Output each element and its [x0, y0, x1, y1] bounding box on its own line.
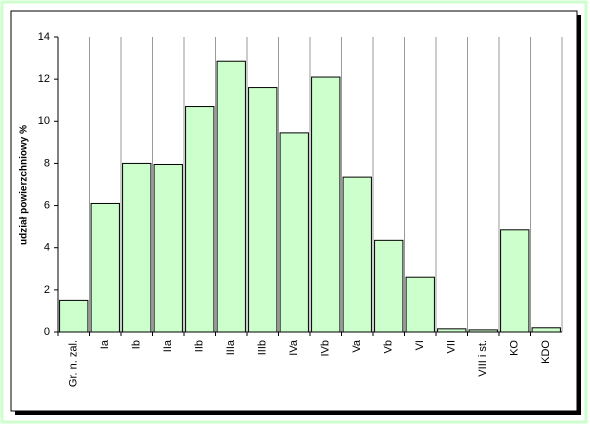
x-tick-label: Ib — [131, 340, 143, 349]
bar — [122, 162, 152, 333]
x-tick-label: Gr. n. zal. — [68, 340, 80, 387]
bar — [500, 229, 530, 333]
x-tick-label: KO — [509, 340, 521, 356]
x-tick-label: VIII i st. — [477, 340, 489, 377]
x-tick-label: Ia — [99, 339, 111, 349]
y-tick-label: 6 — [44, 199, 50, 211]
x-tick-label: Va — [351, 339, 363, 353]
bar — [248, 87, 278, 333]
y-axis-label: udział powierzchniowy % — [19, 125, 30, 245]
bar — [59, 299, 89, 333]
bar — [185, 106, 215, 333]
y-tick-label: 10 — [38, 115, 50, 127]
bar — [374, 239, 404, 333]
y-tick-label: 12 — [38, 73, 50, 85]
x-tick-label: IIIa — [225, 339, 237, 355]
x-tick-label: VII — [446, 340, 458, 353]
x-tick-label: VI — [414, 340, 426, 350]
y-tick-label: 0 — [44, 326, 50, 338]
x-tick-label: IVb — [320, 340, 332, 357]
y-tick-label: 14 — [38, 31, 50, 43]
bar — [342, 176, 372, 333]
x-tick-label: IIIb — [257, 340, 269, 355]
x-tick-label: IVa — [288, 339, 300, 356]
y-tick-label: 4 — [44, 242, 50, 254]
bar — [216, 60, 246, 333]
y-tick-label: 2 — [44, 284, 50, 296]
bar — [279, 132, 309, 333]
bar — [90, 202, 120, 333]
x-tick-label: KDO — [540, 340, 552, 364]
y-tick-label: 8 — [44, 157, 50, 169]
x-tick-label: Vb — [383, 340, 395, 353]
bar — [311, 76, 341, 333]
x-tick-label: IIa — [162, 339, 174, 352]
bar — [531, 327, 561, 333]
bar — [153, 163, 183, 333]
bar — [405, 276, 435, 333]
x-tick-label: IIb — [194, 340, 206, 352]
